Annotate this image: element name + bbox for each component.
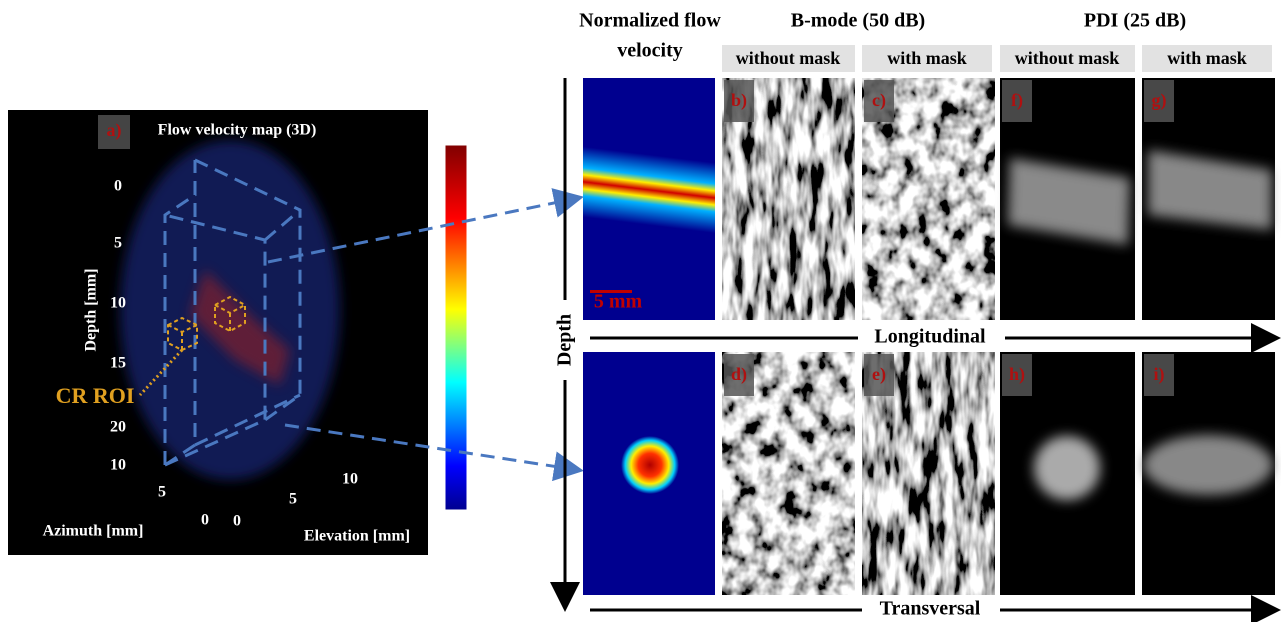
panel-title: Flow velocity map (3D) (158, 122, 317, 139)
azimuth-tick: 10 (110, 457, 126, 474)
velocity-dot (621, 436, 679, 494)
depth-tick: 5 (114, 235, 122, 252)
column-header: Normalized flow (579, 10, 721, 32)
column-header: PDI (25 dB) (1084, 10, 1186, 32)
panel-label: i) (1154, 364, 1165, 385)
roi-label: CR ROI (56, 383, 135, 408)
subheader: with mask (1167, 48, 1247, 68)
subheader: without mask (1015, 48, 1120, 68)
azimuth-tick: 5 (158, 484, 166, 501)
colorbar-tick: 0.15 (478, 366, 501, 381)
colorbar (444, 144, 468, 511)
scale-label: 5 mm (594, 291, 643, 313)
axis-label: Longitudinal (874, 326, 986, 348)
colorbar-tick: 0.2 (478, 328, 494, 343)
azimuth-axis-label: Azimuth [mm] (43, 523, 144, 540)
label-box (98, 115, 130, 149)
depth-tick: 15 (110, 355, 126, 372)
depth-tick: 20 (110, 419, 126, 436)
velocity-band (583, 145, 715, 235)
colorbar-tick: 0.05 (478, 442, 501, 457)
connector-arrows (267, 188, 584, 482)
elevation-tick: 10 (342, 471, 358, 488)
pdi-flow (1148, 150, 1272, 230)
subheader-boxes (722, 45, 1272, 72)
depth-tick: 10 (110, 295, 126, 312)
colorbar-unit: [m/s] (511, 316, 526, 344)
pdi-flow (1143, 435, 1273, 495)
roi-cubes (138, 295, 246, 397)
pdi-flow (1008, 158, 1130, 245)
label-backdrop (553, 300, 579, 380)
pdi-flow (1034, 436, 1100, 500)
panel-label: f) (1011, 90, 1023, 111)
slice-planes (163, 158, 302, 467)
subheader: with mask (887, 48, 967, 68)
axis-label: Depth (554, 314, 576, 366)
colorbar-tick: 0.1 (478, 404, 494, 419)
column-header: B-mode (50 dB) (791, 10, 925, 32)
elevation-tick: 5 (289, 491, 297, 508)
depth-tick: 0 (114, 178, 122, 195)
panel-label: d) (731, 364, 747, 385)
axis-label: Transversal (880, 598, 981, 620)
colorbar-tick: 0.25 (478, 290, 501, 305)
colorbar-tick: 0.4 (478, 176, 495, 191)
elevation-tick: 0 (233, 513, 241, 530)
depth-axis-label: Depth [mm] (83, 268, 100, 351)
azimuth-tick: 0 (201, 512, 209, 529)
column-header: velocity (617, 40, 683, 62)
panel-label: e) (872, 364, 886, 385)
label-boxes (724, 80, 1174, 396)
panel-label: a) (107, 120, 122, 141)
colorbar-tick: 0 (478, 498, 485, 513)
vessel (190, 270, 290, 385)
panel-label: b) (731, 90, 747, 111)
panel-label: g) (1152, 90, 1167, 111)
panel-label: h) (1009, 364, 1025, 385)
elevation-axis-label: Elevation [mm] (304, 528, 410, 545)
colorbar-tick: 0.3 (478, 252, 495, 267)
subheader: without mask (736, 48, 841, 68)
panel-label: c) (872, 90, 886, 111)
scale-bar (590, 290, 632, 293)
